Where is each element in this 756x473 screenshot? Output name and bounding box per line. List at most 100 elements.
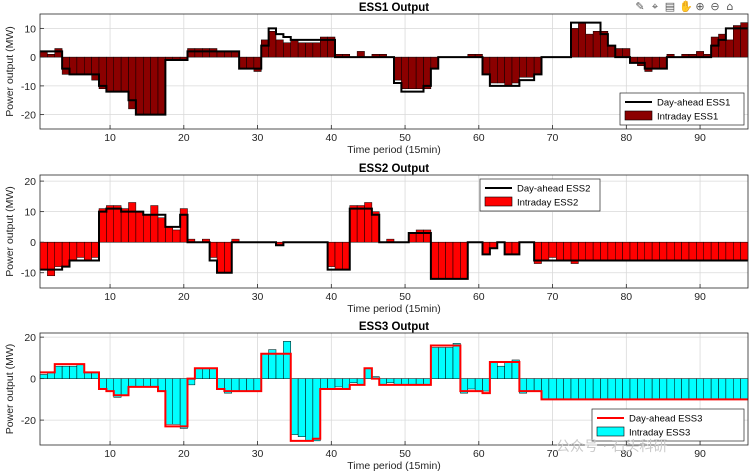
intraday-bar [548, 241, 557, 258]
intraday-bar [342, 378, 351, 390]
intraday-bar [194, 48, 203, 58]
intraday-bar [600, 241, 609, 261]
intraday-bar [585, 378, 594, 400]
intraday-bar [733, 241, 741, 261]
intraday-bar [371, 211, 380, 243]
y-tick-label: 0 [30, 52, 36, 64]
intraday-bar [202, 368, 210, 379]
intraday-bar [482, 378, 491, 392]
intraday-bar [283, 42, 292, 58]
intraday-bar [622, 48, 631, 58]
ess1-chart: 10 20 30 40 50 60 70 80 90 -20 -10 0 10 ESS1 Output Ti… [4, 2, 749, 156]
intraday-bar [261, 353, 269, 379]
x-tick-label: 20 [178, 291, 190, 303]
intraday-bar [585, 241, 594, 261]
intraday-bar [98, 56, 107, 90]
intraday-bar [128, 378, 137, 388]
intraday-bar [740, 378, 749, 400]
intraday-bar [659, 56, 668, 69]
x-tick-label: 40 [325, 132, 337, 144]
zoom-in-icon[interactable]: ⊕ [695, 0, 705, 13]
intraday-bar [651, 56, 660, 69]
intraday-bar [607, 45, 616, 58]
home-icon[interactable]: ⌂ [726, 0, 734, 13]
intraday-bar [408, 56, 417, 90]
intraday-bar [585, 33, 594, 58]
intraday-bar [629, 241, 638, 261]
x-tick-label: 70 [547, 132, 559, 144]
day-ahead-line [40, 21, 748, 116]
intraday-bar [430, 241, 439, 280]
x-tick-label: 80 [620, 291, 632, 303]
intraday-bar [47, 241, 56, 277]
intraday-bar [268, 31, 277, 58]
intraday-bar [696, 378, 705, 400]
x-tick-label: 10 [104, 448, 116, 460]
intraday-bar [637, 378, 646, 400]
intraday-bar [541, 241, 550, 261]
x-tick-label: 30 [252, 448, 264, 460]
intraday-bar [320, 378, 328, 390]
intraday-bar [733, 25, 741, 58]
intraday-bar [342, 241, 351, 270]
intraday-bar [452, 241, 461, 280]
intraday-bar [76, 56, 85, 75]
intraday-bar [334, 241, 343, 270]
y-tick-label: 20 [24, 176, 36, 188]
intraday-bar [718, 378, 727, 400]
intraday-bar [246, 56, 255, 69]
intraday-bar [504, 56, 513, 87]
intraday-bar [157, 378, 166, 392]
intraday-bar [666, 241, 675, 261]
pan-hand-icon[interactable]: ✋ [679, 0, 693, 13]
brush-icon[interactable]: ✎ [635, 0, 645, 13]
y-tick-label: 10 [24, 23, 36, 35]
chart-title: ESS1 Output [359, 2, 429, 14]
legend-bar-swatch [596, 426, 625, 437]
intraday-bar [430, 56, 439, 69]
intraday-bar [84, 241, 92, 261]
intraday-bar [349, 205, 358, 243]
intraday-bar [600, 378, 609, 400]
intraday-bar [681, 378, 690, 400]
axes-box [39, 13, 749, 130]
intraday-bar [511, 56, 520, 84]
intraday-bar [172, 229, 181, 243]
intraday-bar [253, 378, 262, 392]
y-tick-label: -10 [21, 268, 36, 280]
x-tick-label: 60 [473, 448, 485, 460]
intraday-bar [401, 56, 410, 90]
intraday-bar [179, 208, 188, 243]
x-tick-label: 60 [473, 291, 485, 303]
intraday-bar [674, 241, 682, 261]
x-tick-label: 80 [620, 132, 632, 144]
intraday-bar [482, 56, 491, 75]
save-figure-icon[interactable]: ▤ [664, 0, 676, 13]
intraday-bar [570, 378, 579, 400]
intraday-bar [194, 368, 203, 379]
intraday-bar [202, 48, 210, 58]
legend-bar-swatch [624, 110, 653, 121]
y-tick-label: -20 [21, 415, 36, 427]
x-axis-label: Time period (15min) [347, 303, 441, 315]
axes-box [39, 332, 749, 446]
x-tick-label: 70 [547, 291, 559, 303]
intraday-bar [150, 56, 159, 115]
zoom-out-icon[interactable]: ⊖ [710, 0, 720, 13]
intraday-bar [261, 39, 269, 58]
x-tick-label: 10 [104, 291, 116, 303]
intraday-bar [290, 39, 299, 58]
x-tick-label: 30 [252, 132, 264, 144]
intraday-bar [143, 56, 151, 115]
intraday-bar [39, 374, 48, 379]
intraday-bar [504, 241, 513, 255]
intraday-bar [526, 56, 535, 78]
intraday-bar [113, 205, 122, 243]
intraday-bar [696, 241, 705, 261]
intraday-bar [659, 378, 668, 400]
data-tips-icon[interactable]: ⌖ [651, 0, 659, 13]
intraday-bar [54, 241, 63, 267]
intraday-bar [297, 42, 306, 58]
intraday-bar [106, 378, 115, 392]
